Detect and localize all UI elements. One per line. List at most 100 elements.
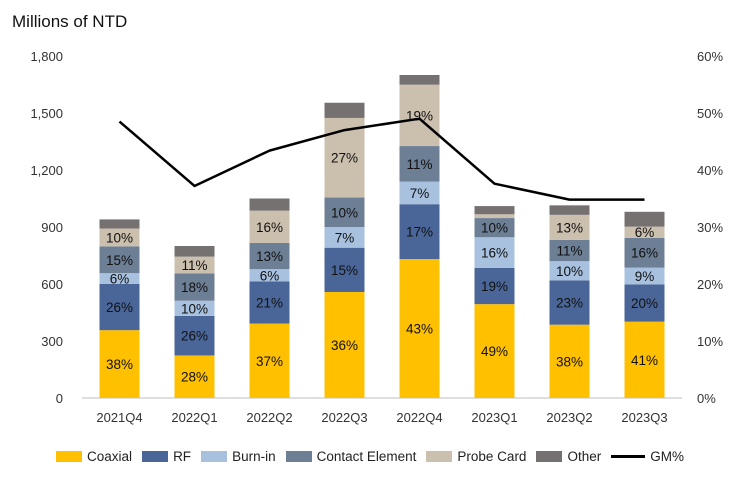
bar-rf bbox=[174, 315, 215, 356]
segment-label: 10% bbox=[106, 230, 133, 245]
segment-label: 41% bbox=[631, 353, 658, 368]
legend-item-probe-card: Probe Card bbox=[426, 449, 526, 464]
bar-probe-card bbox=[549, 214, 590, 240]
legend-label: RF bbox=[173, 449, 192, 464]
bars bbox=[99, 75, 665, 398]
segment-label: 15% bbox=[106, 253, 133, 268]
bar-other bbox=[99, 219, 140, 229]
legend: Coaxial RF Burn-in Contact Element Probe Car… bbox=[0, 449, 740, 464]
legend-swatch bbox=[426, 451, 453, 462]
x-tick-label: 2023Q3 bbox=[621, 410, 667, 425]
x-tick-label: 2022Q3 bbox=[321, 410, 367, 425]
segment-labels: 38% 26% 6% 15% 10% 28% 26% 10% 18% 11% 37% 21% 6% 13%… bbox=[106, 108, 658, 384]
segment-label: 10% bbox=[481, 221, 508, 236]
bar-rf bbox=[399, 204, 440, 260]
bar-burn-in bbox=[174, 300, 215, 316]
bar-contact-element bbox=[549, 239, 590, 262]
segment-label: 9% bbox=[635, 269, 655, 284]
y-right-tick-label: 60% bbox=[697, 49, 723, 64]
segment-label: 7% bbox=[335, 230, 355, 245]
y-left-tick-label: 1,500 bbox=[30, 106, 63, 121]
segment-label: 36% bbox=[331, 338, 358, 353]
legend-item-rf: RF bbox=[142, 449, 191, 464]
legend-label: Coaxial bbox=[87, 449, 133, 464]
segment-label: 49% bbox=[481, 344, 508, 359]
segment-label: 17% bbox=[406, 225, 433, 240]
x-tick-label: 2023Q1 bbox=[471, 410, 517, 425]
legend-swatch bbox=[56, 451, 83, 462]
bar-probe-card bbox=[174, 256, 215, 274]
segment-label: 23% bbox=[556, 296, 583, 311]
bar-contact-element bbox=[399, 146, 440, 182]
bar-burn-in bbox=[399, 181, 440, 205]
bar-burn-in bbox=[249, 269, 290, 282]
legend-item-burn-in: Burn-in bbox=[201, 449, 276, 464]
legend-item-contact-element: Contact Element bbox=[285, 449, 417, 464]
legend-swatch bbox=[142, 451, 169, 462]
legend-swatch bbox=[201, 451, 228, 462]
bar-contact-element bbox=[249, 242, 290, 270]
bar-coaxial bbox=[474, 304, 515, 398]
bar-contact-element bbox=[174, 273, 215, 301]
bar-rf bbox=[249, 281, 290, 324]
segment-label: 20% bbox=[631, 296, 658, 311]
bar-rf bbox=[624, 284, 665, 322]
legend-label: Contact Element bbox=[316, 449, 417, 464]
bar-burn-in bbox=[549, 261, 590, 281]
legend-label: Other bbox=[567, 449, 602, 464]
segment-label: 7% bbox=[410, 186, 430, 201]
segment-label: 43% bbox=[406, 322, 433, 337]
bar-coaxial bbox=[624, 321, 665, 398]
legend-item-gm: GM% bbox=[611, 449, 684, 464]
segment-label: 37% bbox=[256, 354, 283, 369]
legend-line-swatch bbox=[611, 455, 646, 458]
bar-other bbox=[249, 198, 290, 211]
gm-line-path bbox=[118, 117, 645, 201]
x-tick-label: 2022Q1 bbox=[171, 410, 217, 425]
segment-label: 16% bbox=[631, 246, 658, 261]
bar-coaxial bbox=[99, 330, 140, 398]
bar-contact-element bbox=[624, 237, 665, 268]
y-left-tick-label: 900 bbox=[41, 220, 63, 235]
y-left-tick-label: 1,800 bbox=[30, 49, 63, 64]
segment-label: 11% bbox=[556, 244, 582, 259]
bar-probe-card bbox=[249, 210, 290, 243]
legend-label: Burn-in bbox=[232, 449, 276, 464]
legend-label: Probe Card bbox=[457, 449, 527, 464]
x-axis: 2021Q4 2022Q1 2022Q2 2022Q3 2022Q4 2023Q1 2023… bbox=[82, 397, 682, 425]
right-axis: 0% 10% 20% 30% 40% 50% 60% bbox=[697, 49, 723, 406]
segment-label: 13% bbox=[256, 249, 283, 264]
segment-label: 10% bbox=[181, 301, 208, 316]
segment-label: 26% bbox=[106, 300, 133, 315]
segment-label: 18% bbox=[181, 280, 208, 295]
segment-label: 38% bbox=[556, 354, 583, 369]
bar-other bbox=[474, 206, 515, 215]
segment-label: 38% bbox=[106, 357, 133, 372]
bar-other bbox=[399, 75, 440, 85]
bar-burn-in bbox=[624, 267, 665, 285]
segment-label: 28% bbox=[181, 370, 208, 385]
bar-other bbox=[324, 102, 365, 118]
bar-probe-card bbox=[624, 226, 665, 238]
segment-label: 10% bbox=[556, 264, 583, 279]
segment-label: 21% bbox=[256, 295, 283, 310]
bar-rf bbox=[474, 267, 515, 305]
segment-label: 11% bbox=[406, 157, 432, 172]
bar-burn-in bbox=[474, 237, 515, 268]
segment-label: 6% bbox=[110, 271, 130, 286]
legend-item-other: Other bbox=[536, 449, 601, 464]
y-right-tick-label: 50% bbox=[697, 106, 723, 121]
x-tick-label: 2021Q4 bbox=[96, 410, 142, 425]
segment-label: 16% bbox=[256, 220, 283, 235]
y-right-tick-label: 10% bbox=[697, 334, 723, 349]
y-right-tick-label: 40% bbox=[697, 163, 723, 178]
bar-burn-in bbox=[99, 273, 140, 284]
bar-other bbox=[624, 211, 665, 227]
bar-rf bbox=[549, 280, 590, 325]
segment-label: 27% bbox=[331, 151, 358, 166]
bar-contact-element bbox=[99, 246, 140, 274]
bar-probe-card bbox=[474, 214, 515, 219]
legend-item-coaxial: Coaxial bbox=[56, 449, 132, 464]
legend-swatch bbox=[285, 451, 312, 462]
y-left-tick-label: 1,200 bbox=[30, 163, 63, 178]
